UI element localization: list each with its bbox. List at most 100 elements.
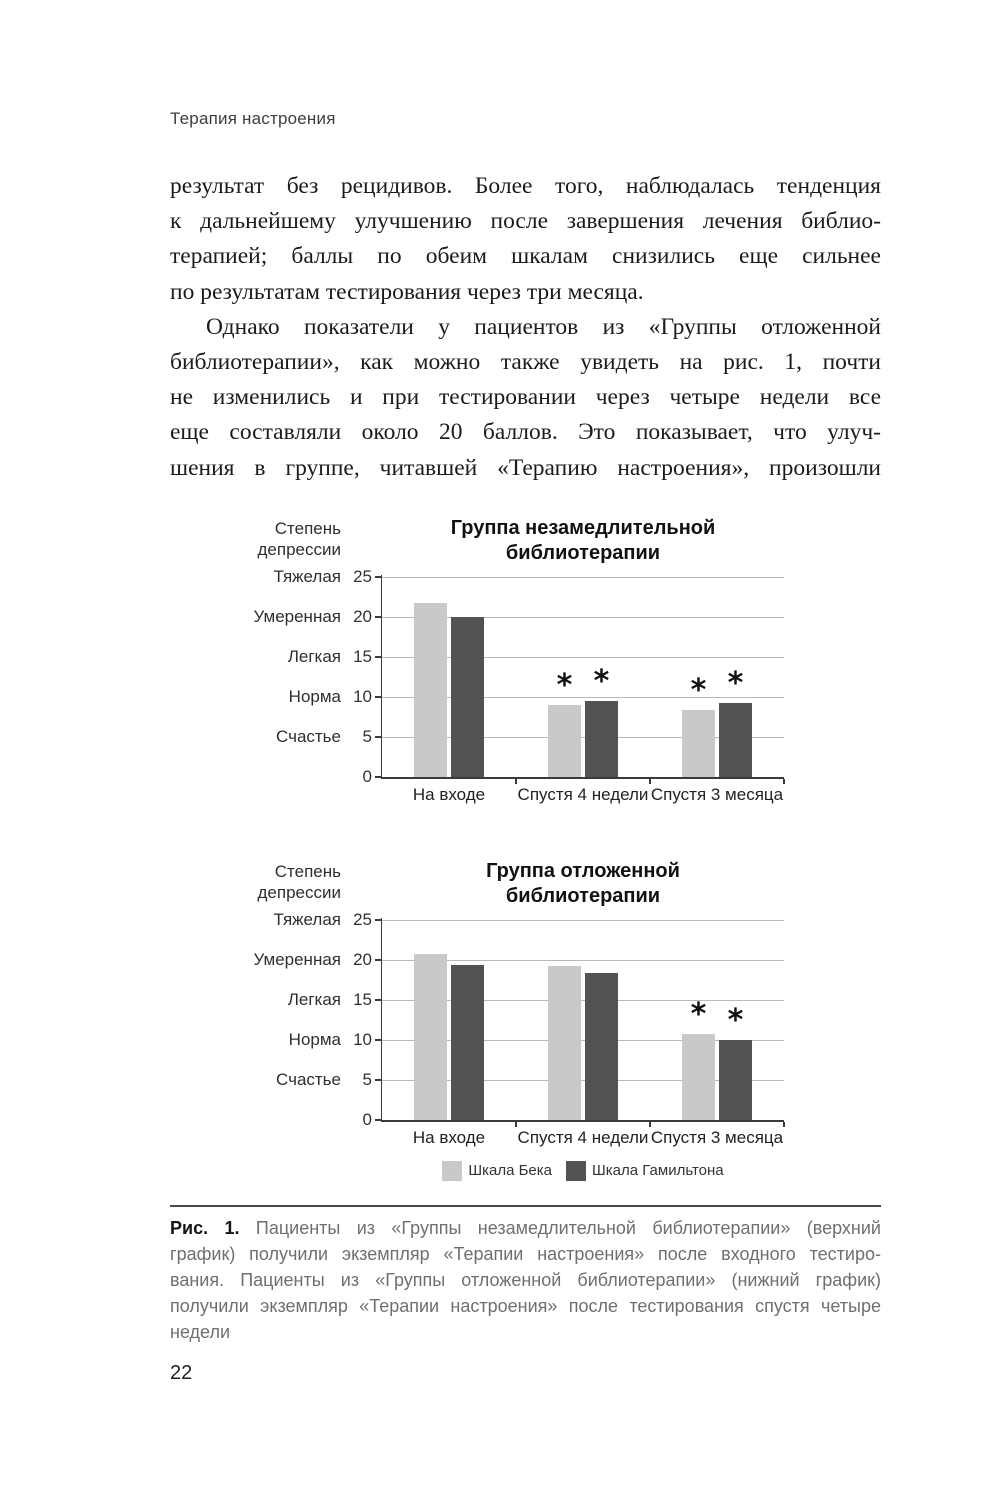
text-line: шения в группе, читавшей «Терапию настро…: [170, 454, 881, 481]
y-category-label: Тяжелая: [273, 910, 341, 929]
caption-line: вания. Пациенты из «Группы отложенной би…: [170, 1270, 881, 1290]
y-tick-label: 5: [362, 727, 372, 746]
chart-title-line: библиотерапии: [505, 885, 661, 907]
y-tick-mark: [375, 576, 382, 578]
text-line: библиотерапии», как можно также увидеть …: [170, 349, 881, 376]
chart-delayed-bibliotherapy: Группа отложенной библиотерапии Степень деп…: [170, 855, 882, 1200]
figure-caption: Рис. 1. Пациенты из «Группы незамедлител…: [170, 1215, 881, 1345]
y-category-label: Легкая: [287, 647, 341, 666]
legend-label: Шкала Гамильтона: [592, 1162, 724, 1179]
x-axis-line: [380, 777, 784, 779]
caption-divider-line: [170, 1205, 881, 1207]
body-text: результат без рецидивов. Более того, наб…: [170, 169, 881, 486]
y-tick-mark: [375, 1079, 382, 1081]
gridline: [382, 696, 784, 698]
caption-line: Рис. 1. Пациенты из «Группы незамедлител…: [170, 1215, 881, 1241]
x-category-label: Спустя 3 месяца: [650, 1128, 784, 1147]
bar-hamilton-scale: [451, 617, 484, 777]
x-category-label: На входе: [412, 785, 486, 804]
y-category-label: Легкая: [287, 990, 341, 1009]
x-tick-mark: [649, 779, 651, 784]
legend-swatch: [566, 1161, 587, 1181]
legend-swatch: [442, 1161, 463, 1181]
caption-line: недели: [170, 1322, 231, 1342]
bar-beck-scale: [414, 602, 447, 777]
gridline: [382, 1079, 784, 1081]
x-category-label: На входе: [412, 1128, 486, 1147]
gridline: [382, 999, 784, 1001]
caption-line: график) получили экземпляр «Терапии наст…: [170, 1244, 881, 1264]
y-tick-label: 25: [353, 567, 372, 586]
y-tick-label: 0: [362, 1110, 372, 1129]
chart-legend: Шкала Бека Шкала Гамильтона: [382, 1161, 784, 1181]
chart-title-line: Группа отложенной: [486, 860, 680, 882]
bar-beck-scale: [548, 965, 581, 1120]
y-tick-label: 20: [353, 607, 372, 626]
chart-immediate-bibliotherapy: Группа незамедлительной библиотерапии Степ…: [170, 512, 882, 824]
y-tick-label: 10: [353, 1030, 372, 1049]
y-tick-mark: [375, 919, 382, 921]
significance-asterisk: *: [690, 672, 707, 708]
caption-line: получили экземпляр «Терапии настроения» …: [170, 1296, 881, 1316]
bar-hamilton-scale: [585, 972, 618, 1120]
legend-label: Шкала Бека: [468, 1162, 553, 1179]
y-tick-mark: [375, 776, 382, 778]
chart-title: Группа отложенной библиотерапии: [382, 859, 784, 909]
x-tick-mark: [649, 1122, 651, 1127]
y-tick-label: 15: [353, 647, 372, 666]
gridline: [382, 656, 784, 658]
text-line: Однако показатели у пациентов из «Группы…: [206, 313, 881, 340]
y-tick-mark: [375, 616, 382, 618]
x-category-label: Спустя 4 недели: [517, 1128, 649, 1147]
x-axis-line: [380, 1120, 784, 1122]
x-tick-mark: [783, 779, 785, 784]
bar-hamilton-scale: [585, 701, 618, 777]
x-tick-mark: [783, 1122, 785, 1127]
y-tick-mark: [375, 1039, 382, 1041]
y-axis-line: [380, 575, 382, 779]
y-axis-line: [380, 918, 382, 1122]
legend-item: Шкала Бека: [442, 1161, 552, 1181]
text-line: еще составляли около 20 баллов. Это пока…: [170, 419, 881, 446]
gridline: [382, 919, 784, 921]
y-category-label: Счастье: [276, 727, 341, 746]
bar-beck-scale: [548, 705, 581, 777]
y-tick-label: 15: [353, 990, 372, 1009]
significance-asterisk: *: [727, 666, 744, 702]
x-category-label: Спустя 4 недели: [517, 785, 649, 804]
chart-title-line: Группа незамедлительной: [450, 517, 716, 539]
running-head: Терапия настроения: [170, 109, 336, 128]
bar-beck-scale: [682, 709, 715, 777]
y-axis-label-line: депрессии: [257, 540, 341, 559]
y-category-label: Тяжелая: [273, 567, 341, 586]
y-category-label: Норма: [288, 1030, 341, 1049]
bar-beck-scale: [682, 1033, 715, 1120]
page-number: 22: [170, 1362, 193, 1384]
y-tick-label: 0: [362, 767, 372, 786]
chart-title: Группа незамедлительной библиотерапии: [382, 516, 784, 566]
y-axis-label: Степень депрессии: [170, 861, 341, 903]
x-tick-mark: [515, 1122, 517, 1127]
caption-label: Рис. 1.: [170, 1218, 240, 1238]
y-tick-label: 25: [353, 910, 372, 929]
y-tick-label: 5: [362, 1070, 372, 1089]
text-line: результат без рецидивов. Более того, наб…: [170, 173, 881, 199]
y-axis-label: Степень депрессии: [170, 518, 341, 560]
x-category-label: Спустя 3 месяца: [650, 785, 784, 804]
y-tick-mark: [375, 999, 382, 1001]
gridline: [382, 616, 784, 618]
bar-hamilton-scale: [719, 703, 752, 777]
y-axis-label-line: Степень: [274, 862, 341, 881]
gridline: [382, 576, 784, 578]
significance-asterisk: *: [556, 668, 573, 703]
bar-beck-scale: [414, 953, 447, 1120]
text-line: по результатам тестирования через три ме…: [170, 278, 644, 305]
y-tick-mark: [375, 656, 382, 658]
gridline: [382, 736, 784, 738]
y-category-label: Норма: [288, 687, 341, 706]
bar-hamilton-scale: [451, 964, 484, 1120]
y-category-label: Умеренная: [253, 607, 341, 626]
gridline: [382, 1039, 784, 1041]
y-tick-mark: [375, 1119, 382, 1121]
